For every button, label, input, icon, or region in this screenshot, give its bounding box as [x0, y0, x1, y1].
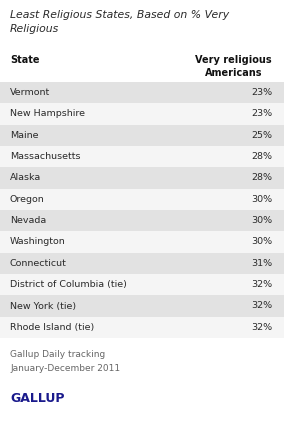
Text: 25%: 25% — [251, 131, 272, 140]
Text: 30%: 30% — [251, 237, 272, 247]
Text: Least Religious States, Based on % Very: Least Religious States, Based on % Very — [10, 10, 229, 20]
Text: Nevada: Nevada — [10, 216, 46, 225]
Text: January-December 2011: January-December 2011 — [10, 364, 120, 373]
Bar — [0, 146, 284, 168]
Bar — [0, 274, 284, 295]
Bar — [0, 253, 284, 274]
Bar — [0, 210, 284, 231]
Text: Very religious
Americans: Very religious Americans — [195, 55, 272, 78]
Text: Maine: Maine — [10, 131, 39, 140]
Bar — [0, 189, 284, 210]
Bar — [0, 168, 284, 189]
Text: Rhode Island (tie): Rhode Island (tie) — [10, 323, 94, 332]
Text: District of Columbia (tie): District of Columbia (tie) — [10, 280, 127, 289]
Bar — [0, 103, 284, 125]
Text: GALLUP: GALLUP — [10, 392, 64, 405]
Text: Massachusetts: Massachusetts — [10, 152, 80, 161]
Text: 23%: 23% — [251, 88, 272, 97]
Text: 32%: 32% — [251, 280, 272, 289]
Text: 23%: 23% — [251, 110, 272, 118]
Text: New York (tie): New York (tie) — [10, 302, 76, 310]
Text: New Hampshire: New Hampshire — [10, 110, 85, 118]
Text: Alaska: Alaska — [10, 173, 41, 182]
Text: State: State — [10, 55, 39, 65]
Bar — [0, 125, 284, 146]
Text: 30%: 30% — [251, 216, 272, 225]
Bar — [0, 295, 284, 317]
Bar — [0, 231, 284, 253]
Text: Oregon: Oregon — [10, 195, 45, 204]
Text: 32%: 32% — [251, 323, 272, 332]
Text: Gallup Daily tracking: Gallup Daily tracking — [10, 350, 105, 359]
Text: Vermont: Vermont — [10, 88, 50, 97]
Text: Religious: Religious — [10, 24, 59, 34]
Text: Washington: Washington — [10, 237, 66, 247]
Text: 30%: 30% — [251, 195, 272, 204]
Text: 28%: 28% — [251, 152, 272, 161]
Bar — [0, 317, 284, 338]
Bar — [0, 82, 284, 103]
Text: 28%: 28% — [251, 173, 272, 182]
Text: 32%: 32% — [251, 302, 272, 310]
Text: 31%: 31% — [251, 259, 272, 268]
Text: Connecticut: Connecticut — [10, 259, 67, 268]
